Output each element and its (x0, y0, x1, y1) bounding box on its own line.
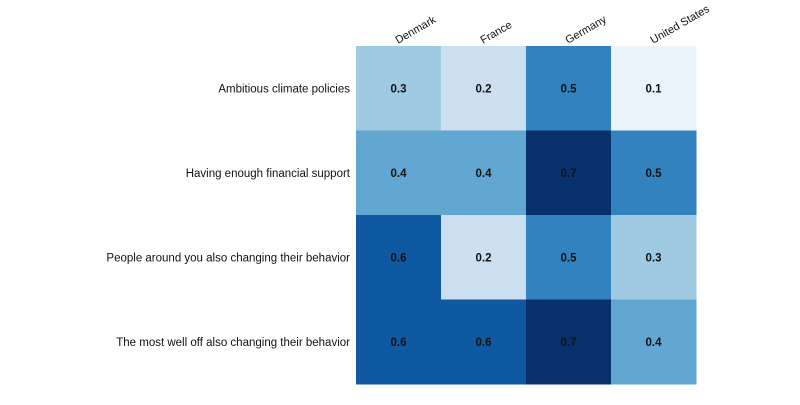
cell-value-label: 0.6 (476, 337, 492, 349)
heatmap-cell (441, 215, 527, 300)
column-label: Denmark (394, 14, 439, 47)
heatmap-cell (611, 46, 697, 131)
row-label: The most well off also changing their be… (116, 337, 350, 349)
cells-layer (356, 46, 697, 385)
heatmap-cell (526, 130, 612, 216)
cell-value-label: 0.2 (476, 252, 492, 264)
column-labels: Denmark France Germany United States (394, 3, 713, 47)
heatmap-cell (611, 130, 697, 216)
heatmap-cell (611, 299, 697, 385)
heatmap-cell (441, 299, 527, 385)
row-label: Having enough financial support (186, 168, 351, 180)
heatmap-cell (356, 215, 442, 300)
column-label: Germany (564, 13, 610, 46)
heatmap-cell (356, 46, 442, 131)
heatmap-cell (526, 299, 612, 385)
cell-value-label: 0.4 (391, 168, 408, 180)
cell-value-label: 0.3 (646, 252, 662, 264)
row-label: People around you also changing their be… (106, 252, 350, 264)
cell-value-label: 0.1 (646, 83, 663, 95)
heatmap-cell (356, 299, 442, 385)
cell-value-label: 0.5 (646, 168, 663, 180)
heatmap-cell (441, 130, 527, 216)
cell-value-label: 0.6 (391, 337, 407, 349)
heatmap-cell (526, 46, 612, 131)
cell-labels-layer: 0.3 0.2 0.5 0.1 0.4 0.4 0.7 0.5 0.6 0.2 0.5 0.3 0.6 0… (391, 83, 663, 349)
heatmap-cell (526, 215, 612, 300)
column-label: France (479, 19, 515, 47)
cell-value-label: 0.7 (561, 337, 577, 349)
heatmap-cell (611, 215, 697, 300)
heatmap-cell (441, 46, 527, 131)
cell-value-label: 0.5 (561, 83, 578, 95)
row-labels: Ambitious climate policies Having enough … (106, 83, 350, 349)
column-label: United States (649, 3, 713, 47)
cell-value-label: 0.4 (476, 168, 493, 180)
cell-value-label: 0.6 (391, 252, 407, 264)
cell-value-label: 0.5 (561, 252, 578, 264)
cell-value-label: 0.7 (561, 168, 577, 180)
cell-value-label: 0.2 (476, 83, 492, 95)
row-label: Ambitious climate policies (218, 83, 350, 95)
cell-value-label: 0.3 (391, 83, 407, 95)
heatmap-cell (356, 130, 442, 216)
cell-value-label: 0.4 (646, 337, 663, 349)
